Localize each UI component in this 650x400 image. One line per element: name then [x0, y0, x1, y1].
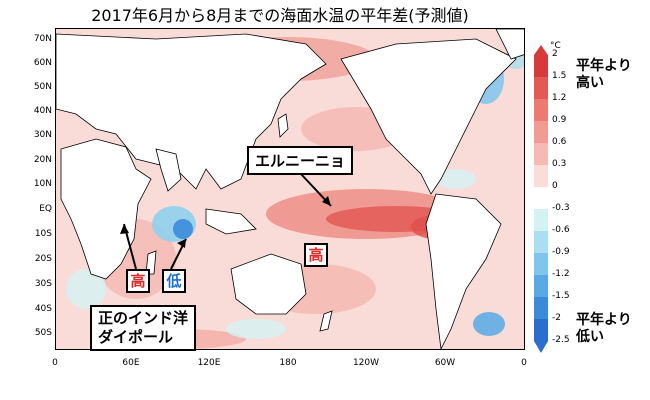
map-canvas — [56, 29, 524, 349]
australia — [230, 253, 307, 315]
legend-tick-label: 0.6 — [552, 137, 567, 147]
low-east-label: 低 — [162, 269, 186, 293]
legend-tick-label: -2.5 — [552, 335, 570, 345]
legend-swatch — [534, 319, 548, 342]
lat-label: 50S — [34, 328, 52, 338]
legend-bottom-arrow — [534, 341, 548, 353]
south-america — [425, 193, 502, 349]
el-nino-arrow-head — [322, 196, 331, 206]
legend-swatch — [534, 275, 548, 298]
legend-top-arrow — [534, 45, 548, 55]
legend-note-high-line1: 平年より — [576, 58, 632, 74]
high-pacific-label: 高 — [304, 243, 328, 267]
legend-swatch — [534, 99, 548, 122]
legend-unit: °C — [550, 41, 561, 51]
lat-label: 10S — [34, 229, 52, 239]
lat-label: EQ — [39, 204, 52, 214]
lat-label: 20S — [34, 254, 52, 264]
lat-label: 30N — [33, 130, 52, 140]
legend-note-low-line2: 低い — [576, 329, 604, 345]
legend-tick-label: 2 — [552, 49, 558, 59]
page-title: 2017年6月から8月までの海面水温の平年差(予測値) — [91, 6, 469, 25]
sst-anomaly-map — [55, 28, 525, 350]
legend-note-high-line2: 高い — [576, 75, 604, 91]
legend-swatch — [534, 55, 548, 78]
el-nino-label: エルニーニョ — [247, 146, 354, 175]
legend-swatch — [534, 165, 548, 188]
lon-label: 180 — [279, 358, 297, 368]
lat-label: 50N — [33, 82, 52, 92]
japan — [277, 113, 289, 138]
legend-swatch — [534, 187, 548, 210]
iod-label-line1: 正のインド洋 — [98, 309, 189, 327]
legend-tick-label: -0.9 — [552, 247, 570, 257]
eurasia — [56, 33, 327, 190]
legend-swatch — [534, 297, 548, 320]
legend-swatch — [534, 121, 548, 144]
lat-label: 70N — [33, 34, 52, 44]
legend-tick-label: -0.6 — [552, 225, 570, 235]
legend-swatches — [534, 55, 548, 342]
lat-label: 30S — [34, 279, 52, 289]
lat-label: 40S — [34, 304, 52, 314]
lon-label: 120W — [352, 358, 380, 368]
lat-label: 10N — [33, 179, 52, 189]
legend-colorbar — [534, 45, 548, 353]
lon-label: 60W — [434, 358, 456, 368]
legend-swatch — [534, 143, 548, 166]
iod-label: 正のインド洋 ダイポール — [90, 305, 197, 351]
iod-west-arrow-head — [120, 224, 129, 234]
legend-swatch — [534, 253, 548, 276]
legend-tick-label: 0.9 — [552, 115, 567, 125]
legend-note-high: 平年より 高い — [576, 58, 632, 92]
legend-tick-label: -1.2 — [552, 269, 570, 279]
north-america — [340, 38, 517, 195]
indonesia — [205, 208, 257, 235]
legend-swatch — [534, 209, 548, 232]
legend-swatch — [534, 77, 548, 100]
iod-label-line2: ダイポール — [98, 328, 174, 346]
legend-tick-label: 1.2 — [552, 93, 567, 103]
legend-note-low-line1: 平年より — [576, 312, 632, 328]
legend-tick-label: 1.5 — [552, 71, 567, 81]
lat-label: 20N — [33, 155, 52, 165]
legend-tick-label: 0 — [552, 181, 558, 191]
legend-tick-label: 0.3 — [552, 159, 567, 169]
legend-swatch — [534, 231, 548, 254]
madagascar — [145, 250, 157, 275]
greenland — [495, 29, 524, 60]
legend-note-low: 平年より 低い — [576, 312, 632, 346]
landmasses — [56, 29, 524, 349]
legend-tick-label: -1.5 — [552, 291, 570, 301]
india — [155, 148, 182, 192]
iod-east-arrow-head — [177, 239, 186, 248]
lat-label: 60N — [33, 58, 52, 68]
legend-tick-label: -2 — [552, 313, 561, 323]
lon-label: 0 — [521, 358, 527, 368]
new-zealand — [319, 310, 333, 332]
lon-label: 0 — [52, 358, 58, 368]
lon-label: 120E — [197, 358, 221, 368]
high-west-label: 高 — [126, 269, 150, 293]
legend-tick-label: -0.3 — [552, 203, 570, 213]
lon-label: 60E — [122, 358, 140, 368]
lat-label: 40N — [33, 106, 52, 116]
